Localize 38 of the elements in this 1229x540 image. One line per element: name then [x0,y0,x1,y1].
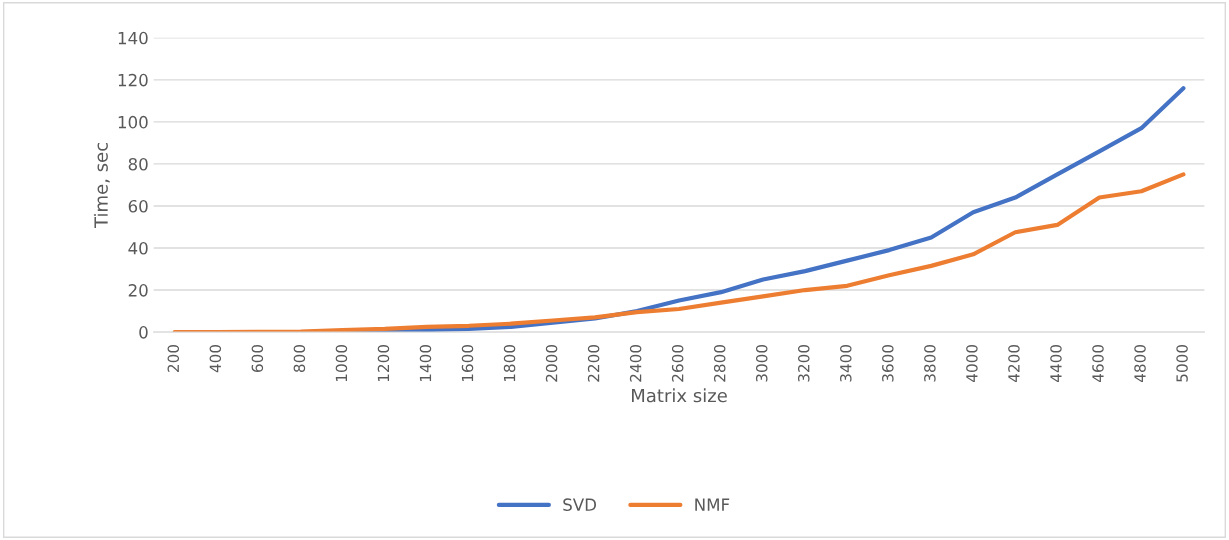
x-tick-label: 1400 [419,344,432,382]
x-tick-label: 5000 [1176,344,1188,382]
legend-label: SVD [563,498,597,511]
x-tick-label: 3400 [840,344,852,382]
y-tick-label: 140 [118,31,148,45]
x-tick-label: 1600 [461,344,474,382]
x-tick-label: 3800 [924,344,936,382]
x-tick-label: 4200 [1008,344,1020,383]
x-tick-label: 3600 [882,344,894,382]
x-tick-label: 4000 [966,344,978,383]
x-tick-label: 2800 [713,344,726,382]
x-tick-label: 1200 [377,344,390,382]
legend-label: NMF [695,498,730,511]
x-tick-label: 2000 [545,344,558,382]
y-tick-label: 80 [128,157,148,171]
x-tick-label: 2200 [587,344,600,382]
x-tick-label: 1800 [503,344,516,382]
x-tick-label: 4800 [1134,344,1146,383]
x-tick-label: 2600 [671,344,684,382]
y-tick-label: 100 [118,115,148,129]
x-tick-label: 600 [251,344,264,372]
x-tick-label: 4400 [1050,344,1062,383]
x-tick-label: 400 [209,344,222,373]
x-tick-label: 2400 [629,344,642,382]
y-axis-title: Time, sec [93,143,110,229]
y-tick-label: 40 [128,241,148,255]
x-tick-label: 200 [167,344,180,372]
y-tick-label: 120 [118,73,148,87]
line-series [172,172,1186,333]
y-tick-label: 60 [128,199,148,213]
x-axis-title: Matrix size [632,388,727,403]
y-tick-label: 0 [139,326,148,339]
x-tick-label: 3200 [797,344,810,382]
x-tick-label: 1000 [335,344,348,382]
x-tick-label: 4600 [1092,344,1104,383]
y-tick-label: 20 [128,284,148,297]
x-tick-label: 800 [293,344,306,373]
x-tick-label: 3000 [755,344,768,382]
